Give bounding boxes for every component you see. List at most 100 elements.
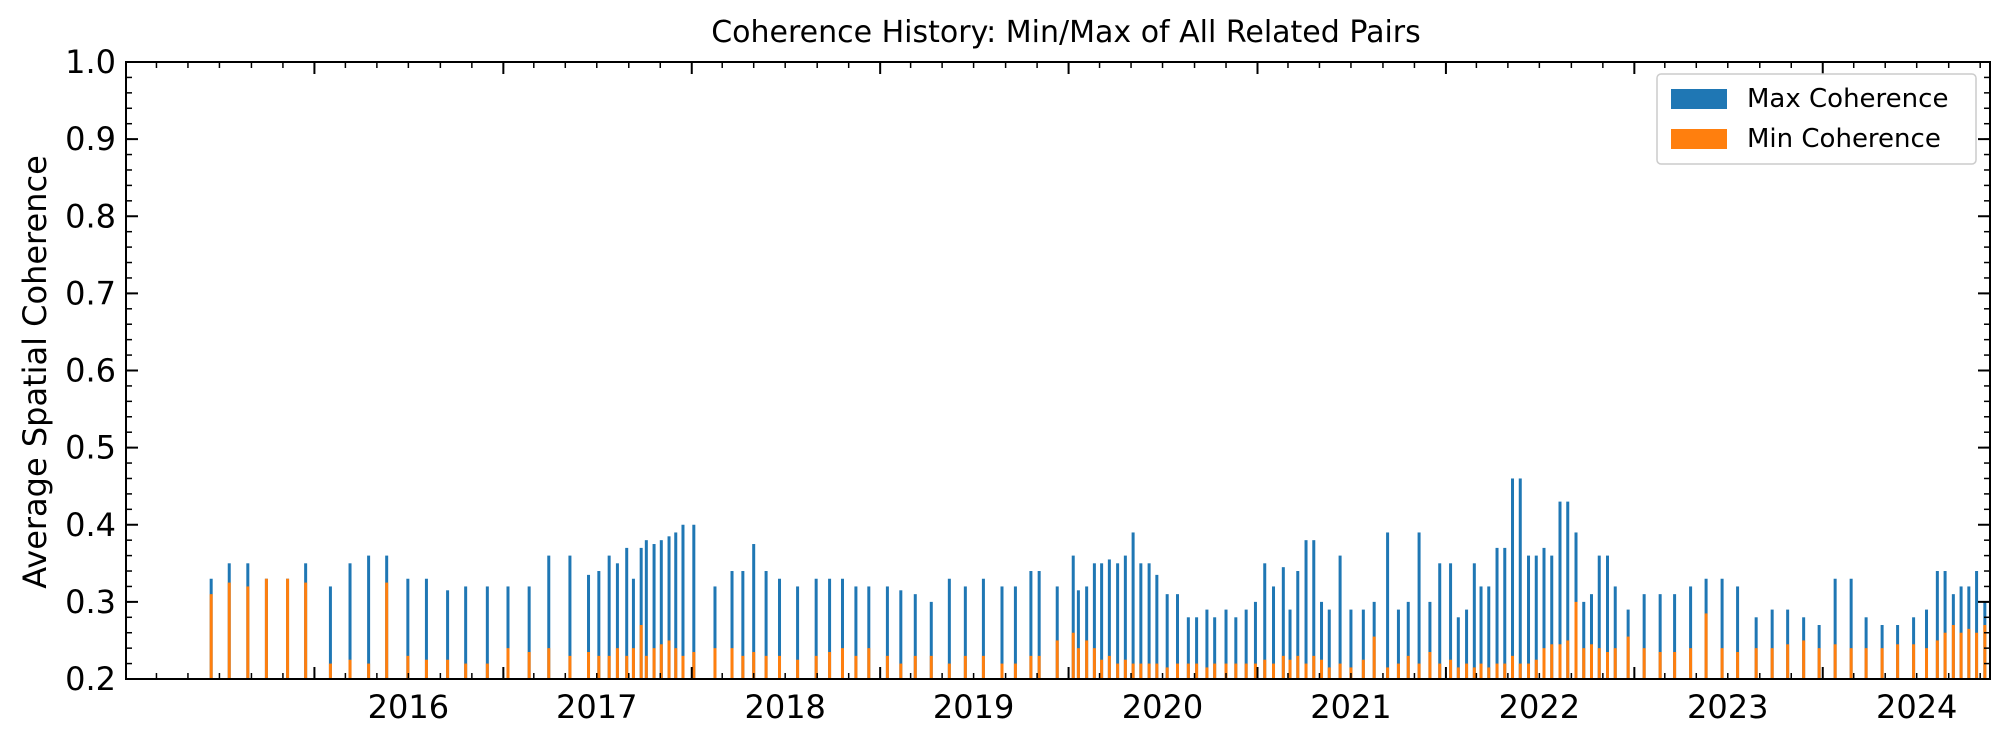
y-tick-label: 0.6 <box>65 352 116 390</box>
y-tick-label: 0.9 <box>65 120 116 158</box>
max-coherence-bar <box>659 540 663 679</box>
max-coherence-bar <box>597 571 601 679</box>
max-coherence-bar <box>1234 617 1238 679</box>
min-coherence-bar <box>1449 659 1453 679</box>
min-coherence-bar <box>1234 663 1238 679</box>
y-tick-label: 0.3 <box>65 583 116 621</box>
y-tick-label: 0.5 <box>65 429 116 467</box>
max-coherence-bar <box>1165 594 1169 679</box>
max-coherence-bar <box>631 578 635 679</box>
min-coherence-bar <box>929 655 933 679</box>
max-coherence-bar <box>328 586 332 679</box>
max-coherence-bar <box>899 590 903 679</box>
x-tick-label: 2021 <box>1310 688 1391 726</box>
min-coherence-bar <box>547 648 551 679</box>
min-coherence-bar <box>1263 659 1267 679</box>
min-coherence-bar <box>752 652 756 679</box>
max-coherence-bar <box>527 586 531 679</box>
min-coherence-bar <box>464 663 468 679</box>
min-coherence-bar <box>424 659 428 679</box>
max-coherence-bar <box>1534 555 1538 679</box>
min-coherence-bar <box>1983 625 1987 679</box>
min-coherence-bar <box>644 655 648 679</box>
min-coherence-bar <box>209 594 213 679</box>
min-coherence-bar <box>1896 644 1900 679</box>
max-coherence-bar <box>625 547 629 679</box>
min-coherence-bars <box>209 578 1987 680</box>
min-coherence-bar <box>1880 648 1884 679</box>
min-coherence-bar <box>1147 663 1151 679</box>
chart-title: Coherence History: Min/Max of All Relate… <box>711 15 1421 50</box>
max-coherence-bar <box>615 563 619 679</box>
min-coherence-bar <box>867 648 871 679</box>
max-coherence-bar <box>1349 609 1353 679</box>
min-coherence-bar <box>625 655 629 679</box>
max-coherence-bar <box>1013 586 1017 679</box>
min-coherence-bar <box>1186 663 1190 679</box>
min-coherence-bar <box>1139 663 1143 679</box>
min-coherence-bar <box>1116 663 1120 679</box>
min-coherence-bar <box>681 655 685 679</box>
min-coherence-bar <box>981 655 985 679</box>
max-coherence-bar <box>1037 571 1041 679</box>
max-coherence-bar <box>840 578 844 679</box>
x-tick-labels: 2016 2017 2018 2019 2020 2021 2022 2023 2024 <box>368 688 1958 726</box>
min-coherence-bar <box>1472 667 1476 679</box>
min-coherence-bar <box>1951 625 1955 679</box>
min-coherence-bar <box>730 648 734 679</box>
min-coherence-bar <box>1935 640 1939 679</box>
min-coherence-bar <box>828 652 832 679</box>
max-coherence-bar <box>1558 501 1562 679</box>
min-coherence-bar <box>1428 652 1432 679</box>
y-tick-labels: 0.2 0.3 0.4 0.5 0.6 0.7 0.8 0.9 1.0 <box>65 43 116 698</box>
max-coherence-bar <box>814 578 818 679</box>
max-coherence-bar <box>406 578 410 679</box>
min-coherence-bar <box>1123 659 1127 679</box>
min-coherence-bar <box>597 655 601 679</box>
min-coherence-bar <box>854 655 858 679</box>
min-coherence-bar <box>485 663 489 679</box>
min-coherence-bar <box>1076 648 1080 679</box>
min-coherence-bar <box>1417 663 1421 679</box>
min-coherence-bar <box>607 655 611 679</box>
legend-box <box>1656 73 1977 165</box>
min-coherence-bar <box>1566 640 1570 679</box>
x-tick-label: 2019 <box>933 688 1014 726</box>
min-coherence-bar <box>1487 667 1491 679</box>
max-coherence-bar <box>1456 617 1460 679</box>
min-coherence-bar <box>659 644 663 679</box>
min-coherence-bar <box>652 648 656 679</box>
max-coherence-bar <box>424 578 428 679</box>
max-coherence-bar <box>692 524 696 679</box>
max-coherence-bar <box>639 547 643 679</box>
min-coherence-bar <box>1438 663 1442 679</box>
min-coherence-bar <box>286 578 290 679</box>
max-coherence-bar <box>652 544 656 679</box>
min-coherence-bar <box>1558 644 1562 679</box>
min-coherence-bar <box>1272 663 1276 679</box>
max-coherence-bar <box>568 555 572 679</box>
min-coherence-bar <box>840 648 844 679</box>
max-coherence-bar <box>1613 586 1617 679</box>
max-coherence-bar <box>1518 478 1522 679</box>
max-coherence-bar <box>1736 586 1740 679</box>
max-coherence-bar <box>681 524 685 679</box>
max-coherence-bar <box>778 578 782 679</box>
min-coherence-bar <box>328 663 332 679</box>
max-coherence-bar <box>963 586 967 679</box>
min-coherence-bar <box>1176 663 1179 679</box>
x-tick-label: 2023 <box>1687 688 1768 726</box>
min-coherence-bar <box>1658 652 1662 679</box>
min-coherence-bar <box>1849 648 1853 679</box>
min-coherence-bar <box>1195 663 1199 679</box>
max-coherence-bar <box>1131 532 1135 679</box>
max-coherence-bar <box>1176 594 1179 679</box>
max-coherence-bar <box>1195 617 1199 679</box>
max-coherence-bar <box>1833 578 1837 679</box>
min-coherence-bar <box>385 582 389 679</box>
min-coherence-bar <box>1361 659 1365 679</box>
max-coherence-bar <box>1296 571 1300 679</box>
min-coherence-bar <box>1534 659 1538 679</box>
